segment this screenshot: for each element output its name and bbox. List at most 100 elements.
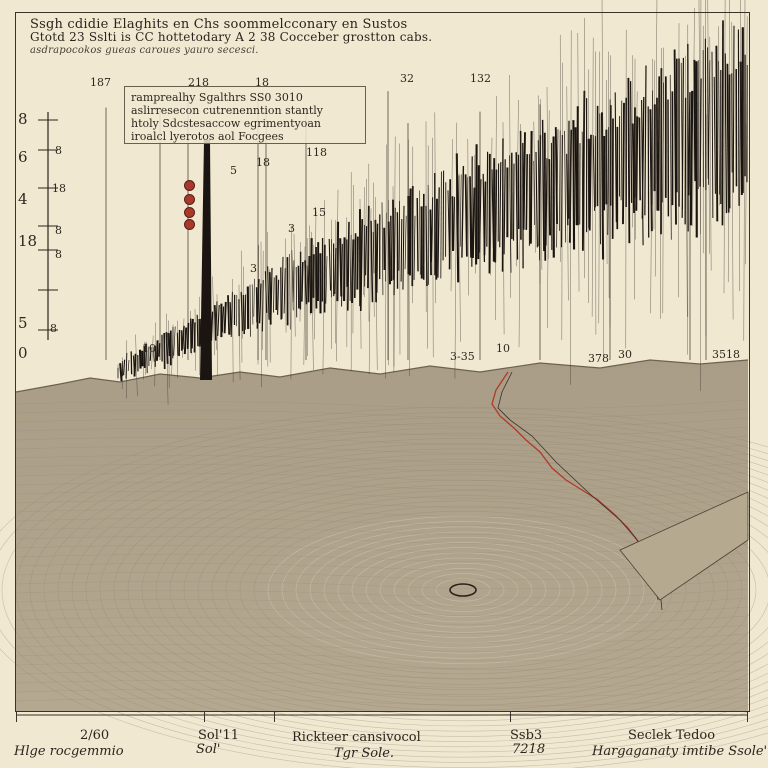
top-tick-label: 187 [90,76,111,89]
side-number: 4 [18,190,28,208]
trace-stroke [408,188,412,276]
ground-contour [15,588,749,599]
ground-contour [15,642,749,653]
trace-stroke [193,322,196,353]
trace-stroke [402,205,405,290]
trace-stroke [127,359,130,372]
caption-line-1: ramprealhy Sgalthrs SS0 3010 [131,91,303,104]
red-marker-dot [184,207,195,218]
footer-midleft-bottom: Sol' [196,742,221,757]
epicenter-marker [449,583,477,597]
footer-left-bottom: Hlge rocgemmio [14,744,124,759]
trace-whisker [303,246,306,365]
trace-whisker [718,26,720,206]
trace-whisker [393,136,396,367]
trace-stroke [429,209,432,276]
trace-stroke [217,304,220,337]
trace-stroke [381,202,384,296]
trace-stroke [251,284,254,325]
trace-stroke [572,120,576,250]
trace-whisker [392,186,395,373]
trace-stroke [138,349,142,369]
trace-whisker [591,37,594,317]
trace-stroke [657,76,661,211]
wave-ring [155,474,768,706]
trace-stroke [707,60,711,185]
ground-contour [15,525,749,536]
ground-contour [15,426,749,437]
footer-tick [510,712,511,722]
trace-whisker [709,36,712,271]
trace-whisker [322,200,326,375]
trace-stroke [472,187,476,259]
trace-stroke [689,90,694,226]
trace-whisker [518,124,521,348]
trace-stroke [339,238,343,297]
ground-contour [15,471,749,482]
trace-whisker [212,276,215,356]
figure-frame [15,12,750,712]
footer-legend: 2/60 Hlge rocgemmio Sol'11 Sol' Rickteer… [0,712,768,768]
wave-ring [281,521,645,659]
top-tick-label: 32 [400,72,414,85]
trace-stroke [149,347,152,361]
caption-line-4: iroalcl lyerotos aol Focgees [131,130,284,143]
trace-whisker [145,341,147,376]
trace-stroke [461,166,465,258]
trace-stroke [635,116,639,211]
ground-contour [15,498,749,509]
wave-ring [141,469,768,711]
trace-whisker [698,0,701,235]
wave-ring [71,443,768,737]
title-line-3: asdrapocokos gueas caroues yauro secesci… [30,45,259,56]
trace-whisker [372,182,375,317]
trace-whisker [166,313,169,405]
trace-whisker [566,86,569,301]
wave-ring [239,505,687,675]
trace-whisker [598,51,601,324]
trace-stroke [631,123,636,214]
trace-whisker [533,121,536,253]
side-number: 18 [52,182,66,195]
trace-stroke [346,221,350,311]
trace-stroke [627,77,631,244]
trace-stroke [387,221,392,285]
trace-stroke [223,301,227,334]
trace-whisker [363,187,365,295]
trace-stroke [548,159,552,236]
trace-stroke [430,197,434,262]
trace-whisker [745,16,748,265]
footer-midleft-top: Sol'11 [198,728,240,743]
trace-stroke [297,265,300,309]
trace-stroke [416,198,419,272]
trace-label: 10 [496,342,510,355]
footer-center-bottom: Tgr Sole. [334,746,395,761]
side-number: 8 [55,248,62,261]
trace-stroke [529,130,533,244]
trace-stroke [146,343,148,374]
trace-whisker [494,95,497,321]
trace-stroke [440,171,442,279]
trace-stroke [522,132,526,230]
trace-whisker [299,242,301,322]
trace-stroke [687,92,691,196]
trace-label: 378 [588,352,609,365]
trace-stroke [538,135,542,247]
ground-contour [15,489,749,500]
trace-stroke [277,279,280,315]
ground-contour [15,615,749,626]
trace-stroke [457,175,460,265]
trace-stroke [614,92,617,223]
trace-stroke [283,268,286,314]
trace-whisker [650,58,653,314]
wave-ring [85,448,768,732]
trace-stroke [307,255,311,303]
wave-ring [393,562,533,618]
footer-center-top: Rickteer cansivocol [292,730,421,745]
ground-contour [15,669,749,680]
trace-stroke [647,106,650,238]
trace-stroke [370,220,374,303]
trace-stroke [641,96,645,219]
side-number: 6 [18,148,28,166]
trace-stroke [693,59,697,182]
